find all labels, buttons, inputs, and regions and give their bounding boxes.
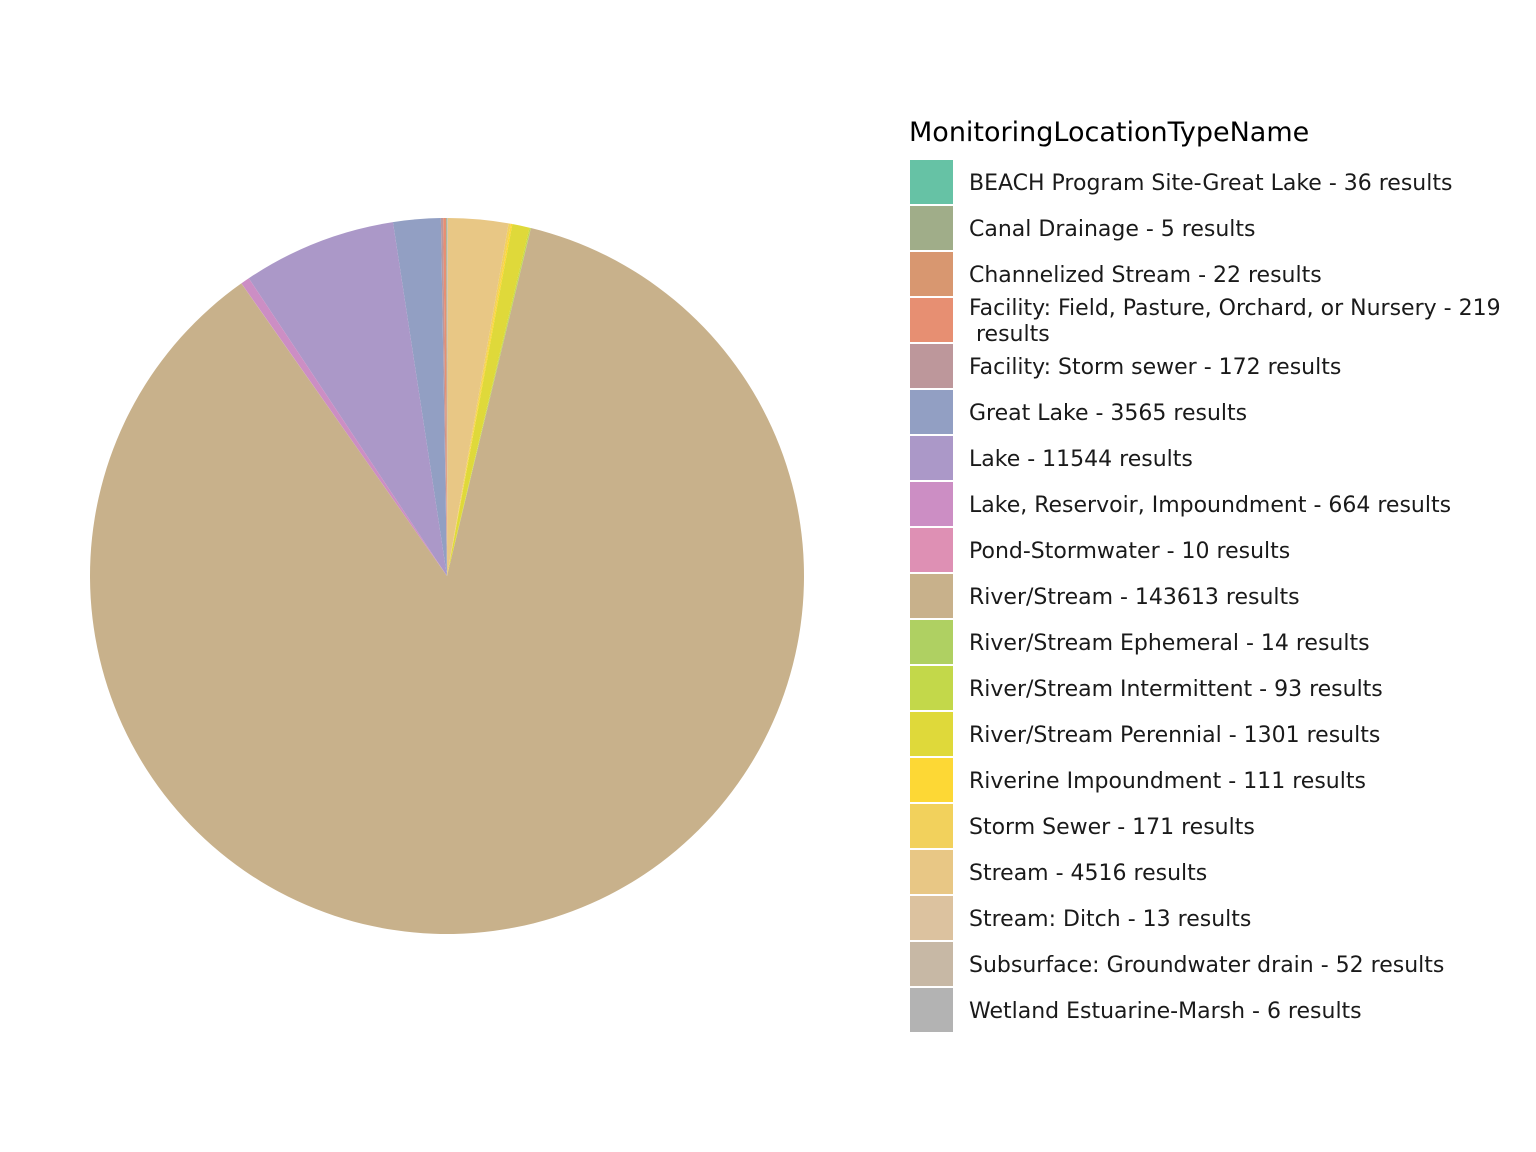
legend-label-18: Wetland Estuarine-Marsh - 6 results <box>969 999 1362 1024</box>
pie-slice-9 <box>89 228 804 934</box>
legend-label-13: Riverine Impoundment - 111 results <box>969 769 1366 794</box>
legend: MonitoringLocationTypeName BEACH Program… <box>909 117 1501 1032</box>
pie-slice-10 <box>447 227 531 577</box>
pie-slice-14 <box>447 223 511 577</box>
legend-label-4: Facility: Storm sewer - 172 results <box>969 355 1341 380</box>
pie-slice-3 <box>443 218 447 576</box>
legend-key-8 <box>910 528 953 572</box>
pie-slices <box>89 217 804 934</box>
legend-key-6 <box>910 436 953 480</box>
legend-label-16: Stream: Ditch - 13 results <box>969 907 1251 932</box>
legend-key-15 <box>910 850 953 894</box>
legend-title: MonitoringLocationTypeName <box>909 117 1309 148</box>
legend-key-18 <box>910 988 953 1032</box>
legend-key-14 <box>910 804 953 848</box>
legend-label-8: Pond-Stormwater - 10 results <box>969 539 1290 564</box>
legend-key-5 <box>910 390 953 434</box>
legend-key-1 <box>910 206 953 250</box>
legend-label-9: River/Stream - 143613 results <box>969 585 1300 610</box>
pie-slice-5 <box>392 218 447 576</box>
pie-slice-13 <box>447 223 513 577</box>
legend-key-10 <box>910 620 953 664</box>
pie-slice-7 <box>241 278 447 576</box>
legend-label-5: Great Lake - 3565 results <box>969 401 1247 426</box>
legend-key-12 <box>910 712 953 756</box>
legend-label-17: Subsurface: Groundwater drain - 52 resul… <box>969 953 1444 978</box>
pie-slice-15 <box>447 218 509 577</box>
pie-slice-11 <box>447 227 531 576</box>
pie-slice-6 <box>248 222 447 576</box>
legend-label-3: Facility: Field, Pasture, Orchard, or Nu… <box>969 296 1501 347</box>
legend-key-17 <box>910 942 953 986</box>
legend-key-9 <box>910 574 953 618</box>
legend-key-13 <box>910 758 953 802</box>
legend-label-6: Lake - 11544 results <box>969 447 1193 472</box>
pie-slice-17 <box>447 218 448 577</box>
legend-label-2: Channelized Stream - 22 results <box>969 263 1322 288</box>
legend-items: BEACH Program Site-Great Lake - 36 resul… <box>910 160 1501 1032</box>
legend-key-4 <box>910 344 953 388</box>
legend-label-1: Canal Drainage - 5 results <box>969 217 1256 242</box>
pie-slice-4 <box>440 218 447 576</box>
pie-slice-8 <box>241 283 447 576</box>
legend-key-0 <box>910 160 953 204</box>
legend-key-3 <box>910 298 953 342</box>
legend-key-7 <box>910 482 953 526</box>
legend-label-12: River/Stream Perennial - 1301 results <box>969 723 1380 748</box>
legend-label-14: Storm Sewer - 171 results <box>969 815 1255 840</box>
legend-label-7: Lake, Reservoir, Impoundment - 664 resul… <box>969 493 1451 518</box>
pie-slice-2 <box>446 218 447 576</box>
legend-label-11: River/Stream Intermittent - 93 results <box>969 677 1383 702</box>
pie-slice-12 <box>447 224 530 576</box>
legend-label-0: BEACH Program Site-Great Lake - 36 resul… <box>969 171 1452 196</box>
legend-key-2 <box>910 252 953 296</box>
legend-label-10: River/Stream Ephemeral - 14 results <box>969 631 1370 656</box>
legend-key-16 <box>910 896 953 940</box>
pie-slice-1 <box>446 218 447 576</box>
legend-key-11 <box>910 666 953 710</box>
legend-label-15: Stream - 4516 results <box>969 861 1207 886</box>
pie-slice-16 <box>447 218 448 576</box>
